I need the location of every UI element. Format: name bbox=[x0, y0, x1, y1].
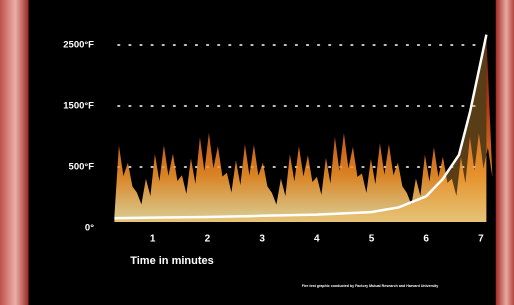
x-tick-label: 4 bbox=[314, 234, 320, 245]
x-tick-label: 6 bbox=[423, 234, 429, 245]
x-tick-label: 1 bbox=[150, 234, 156, 245]
y-tick-label: 2500°F bbox=[63, 40, 94, 51]
footnote: Fire test graphic conducted by Factory M… bbox=[302, 284, 438, 288]
chart: Time in minutes Fire test graphic conduc… bbox=[0, 0, 514, 305]
x-tick-label: 3 bbox=[259, 234, 265, 245]
x-axis-title: Time in minutes bbox=[130, 255, 214, 267]
y-tick-label: 500°F bbox=[69, 162, 95, 173]
x-tick-label: 2 bbox=[205, 234, 211, 245]
y-tick-label: 1500°F bbox=[63, 101, 94, 112]
x-tick-label: 5 bbox=[369, 234, 375, 245]
page: Time in minutes Fire test graphic conduc… bbox=[0, 0, 514, 305]
x-tick-label: 7 bbox=[478, 234, 484, 245]
y-tick-label: 0° bbox=[85, 223, 94, 234]
